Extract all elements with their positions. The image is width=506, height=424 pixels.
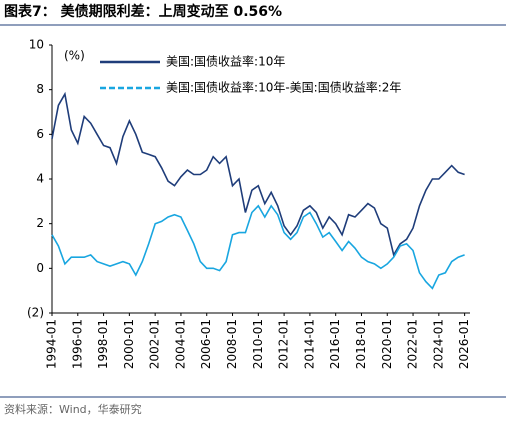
x-tick-label: 1998-01 — [96, 319, 110, 369]
x-tick-label: 1994-01 — [45, 319, 59, 369]
x-tick-label: 2026-01 — [457, 319, 471, 369]
x-tick-label: 2016-01 — [328, 319, 342, 369]
x-tick-label: 1996-01 — [70, 319, 84, 369]
x-tick-label: 2010-01 — [251, 319, 265, 369]
x-tick-label: 2024-01 — [431, 319, 445, 369]
y-tick-label: 8 — [36, 82, 44, 96]
y-tick-label: (2) — [27, 306, 44, 320]
legend-label: 美国:国债收益率:10年 — [166, 54, 285, 69]
x-tick-label: 2020-01 — [380, 319, 394, 369]
y-tick-label: 2 — [36, 216, 44, 230]
x-tick-label: 2014-01 — [302, 319, 316, 369]
y-axis-label: (%) — [64, 49, 85, 63]
y-tick-label: 0 — [36, 261, 44, 275]
x-tick-label: 2000-01 — [122, 319, 136, 369]
x-tick-label: 2006-01 — [199, 319, 213, 369]
y-tick-label: 6 — [36, 127, 44, 141]
x-tick-label: 2002-01 — [148, 319, 162, 369]
series-line — [51, 204, 465, 290]
x-tick-label: 2012-01 — [277, 319, 291, 369]
series-line — [51, 91, 465, 258]
x-tick-label: 2008-01 — [225, 319, 239, 369]
legend-label: 美国:国债收益率:10年-美国:国债收益率:2年 — [166, 80, 401, 95]
y-tick-label: 4 — [36, 172, 44, 186]
source: 资料来源：Wind，华泰研究 — [4, 402, 142, 416]
chart-title: 图表7： 美债期限利差：上周变动至 0.56% — [4, 3, 282, 20]
x-tick-label: 2004-01 — [173, 319, 187, 369]
y-tick-label: 10 — [29, 38, 44, 52]
x-tick-label: 2018-01 — [354, 319, 368, 369]
x-tick-label: 2022-01 — [406, 319, 420, 369]
